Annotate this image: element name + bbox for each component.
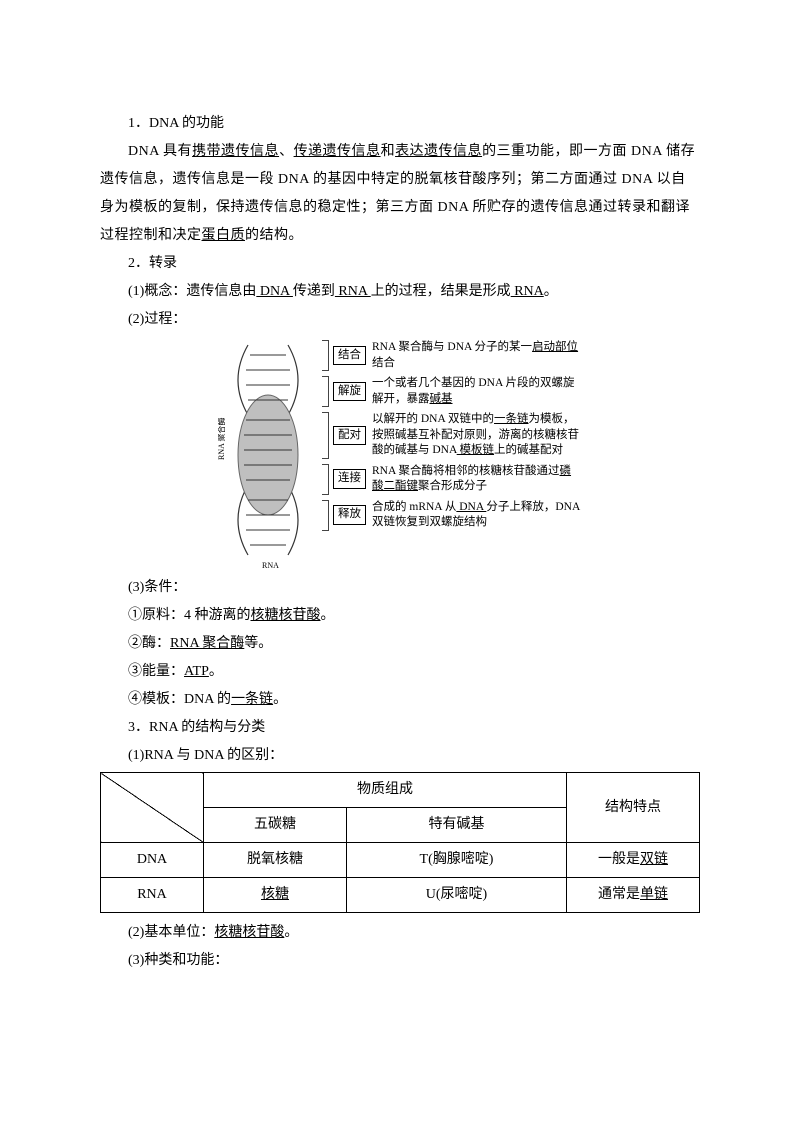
diagram-step: 释放合成的 mRNA 从 DNA 分子上释放，DNA 双链恢复到双螺旋结构 [322, 500, 582, 531]
section2-heading: 2．转录 [100, 250, 700, 278]
text: 。 [209, 664, 223, 679]
underline: 蛋白质 [202, 228, 246, 243]
section3-p3: (3)种类和功能： [100, 947, 700, 975]
underline: 表达遗传信息 [395, 144, 482, 159]
step-text: 一个或者几个基因的 DNA 片段的双螺旋解开，暴露碱基 [372, 376, 582, 407]
section3-heading: 3．RNA 的结构与分类 [100, 714, 700, 742]
table-header: 结构特点 [567, 773, 700, 843]
table-header: 物质组成 [204, 773, 567, 808]
underline: 核糖核苷酸 [214, 925, 284, 940]
step-text: RNA 聚合酶与 DNA 分子的某一启动部位结合 [372, 340, 582, 371]
text: ①原料：4 种游离的 [128, 608, 251, 623]
underline: 传递遗传信息 [294, 144, 381, 159]
text: 的结构。 [245, 228, 303, 243]
condition-2: ②酶：RNA 聚合酶等。 [100, 630, 700, 658]
step-label: 释放 [333, 505, 366, 525]
table-row: DNA 脱氧核糖 T(胸腺嘧啶) 一般是双链 [101, 843, 700, 878]
table-row: 物质组成 结构特点 [101, 773, 700, 808]
text: 等。 [244, 636, 272, 651]
svg-text:RNA: RNA [262, 561, 279, 570]
step-text: RNA 聚合酶将相邻的核糖核苷酸通过磷酸二酯键聚合形成分子 [372, 464, 582, 495]
section1-heading: 1．DNA 的功能 [100, 110, 700, 138]
text: 。 [284, 925, 298, 940]
text: 、 [279, 144, 294, 159]
comparison-table: 物质组成 结构特点 五碳糖 特有碱基 DNA 脱氧核糖 T(胸腺嘧啶) 一般是双… [100, 772, 700, 913]
underline: RNA [335, 284, 371, 299]
step-text: 以解开的 DNA 双链中的一条链为模板，按照碱基互补配对原则，游离的核糖核苷酸的… [372, 412, 582, 459]
text: ④模板：DNA 的 [128, 692, 231, 707]
text: 上的过程，结果是形成 [371, 284, 511, 299]
text: ③能量： [128, 664, 184, 679]
underline: DNA [256, 284, 293, 299]
section2-concept: (1)概念：遗传信息由 DNA 传递到 RNA 上的过程，结果是形成 RNA。 [100, 278, 700, 306]
table-cell: 一般是双链 [567, 843, 700, 878]
step-label: 连接 [333, 469, 366, 489]
step-label: 结合 [333, 346, 366, 366]
section3-p2: (2)基本单位：核糖核苷酸。 [100, 919, 700, 947]
table-cell: U(尿嘧啶) [347, 878, 567, 913]
underline: 核糖核苷酸 [251, 608, 321, 623]
diagram-step: 解旋一个或者几个基因的 DNA 片段的双螺旋解开，暴露碱基 [322, 376, 582, 407]
table-cell: 核糖 [204, 878, 347, 913]
step-label: 解旋 [333, 382, 366, 402]
underline: ATP [184, 664, 209, 679]
table-corner [101, 773, 204, 843]
text: 。 [321, 608, 335, 623]
section2-process-label: (2)过程： [100, 306, 700, 334]
text: (2)基本单位： [128, 925, 214, 940]
section1-body: DNA 具有携带遗传信息、传递遗传信息和表达遗传信息的三重功能，即一方面 DNA… [100, 138, 700, 250]
condition-3: ③能量：ATP。 [100, 658, 700, 686]
condition-4: ④模板：DNA 的一条链。 [100, 686, 700, 714]
text: 和 [381, 144, 396, 159]
step-label: 配对 [333, 426, 366, 446]
table-cell: 脱氧核糖 [204, 843, 347, 878]
underline: RNA 聚合酶 [170, 636, 244, 651]
table-cell: DNA [101, 843, 204, 878]
text: ②酶： [128, 636, 170, 651]
diagram-step: 连接 RNA 聚合酶将相邻的核糖核苷酸通过磷酸二酯键聚合形成分子 [322, 464, 582, 495]
text: 传递到 [293, 284, 335, 299]
table-cell: RNA [101, 878, 204, 913]
table-header: 特有碱基 [347, 808, 567, 843]
section2-conditions-label: (3)条件： [100, 574, 700, 602]
diagram-step: 结合 RNA 聚合酶与 DNA 分子的某一启动部位结合 [322, 340, 582, 371]
text: DNA 具有 [128, 144, 192, 159]
text: 。 [544, 284, 558, 299]
table-cell: 通常是单链 [567, 878, 700, 913]
dna-illustration: RNA 聚合酶 RNA [218, 340, 318, 570]
diagram-step: 配对以解开的 DNA 双链中的一条链为模板，按照碱基互补配对原则，游离的核糖核苷… [322, 412, 582, 459]
table-header: 五碳糖 [204, 808, 347, 843]
underline: RNA [511, 284, 544, 299]
step-text: 合成的 mRNA 从 DNA 分子上释放，DNA 双链恢复到双螺旋结构 [372, 500, 582, 531]
text: (1)概念：遗传信息由 [128, 284, 256, 299]
section3-p1: (1)RNA 与 DNA 的区别： [100, 742, 700, 770]
underline: 携带遗传信息 [192, 144, 279, 159]
table-row: RNA 核糖 U(尿嘧啶) 通常是单链 [101, 878, 700, 913]
text: 。 [273, 692, 287, 707]
document-page: 1．DNA 的功能 DNA 具有携带遗传信息、传递遗传信息和表达遗传信息的三重功… [0, 0, 800, 1035]
transcription-diagram: RNA 聚合酶 RNA 结合RNA 聚合酶与 DNA 分子的某一启动部位结合解旋… [100, 340, 700, 570]
side-label-text: RNA 聚合酶 [218, 418, 226, 460]
table-cell: T(胸腺嘧啶) [347, 843, 567, 878]
underline: 一条链 [231, 692, 273, 707]
diagram-steps: 结合RNA 聚合酶与 DNA 分子的某一启动部位结合解旋一个或者几个基因的 DN… [322, 340, 582, 536]
condition-1: ①原料：4 种游离的核糖核苷酸。 [100, 602, 700, 630]
